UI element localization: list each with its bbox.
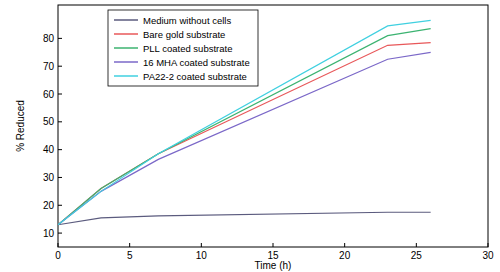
legend-label: Bare gold substrate <box>143 29 225 40</box>
legend-swatch <box>114 61 138 63</box>
x-tick-label: 30 <box>482 250 494 261</box>
x-tick <box>488 243 489 247</box>
x-tick <box>58 243 59 247</box>
y-tick-label: 20 <box>43 200 55 211</box>
legend-swatch <box>114 47 138 49</box>
legend-label: 16 MHA coated substrate <box>143 57 250 68</box>
y-tick-label: 50 <box>43 116 55 127</box>
legend-box <box>108 10 258 86</box>
y-tick <box>58 38 62 39</box>
y-tick <box>58 94 62 95</box>
legend-label: Medium without cells <box>143 15 231 26</box>
x-tick <box>344 243 345 247</box>
y-tick <box>58 149 62 150</box>
series-line <box>58 212 431 225</box>
y-tick-label: 80 <box>43 33 55 44</box>
y-axis-label: % Reduced <box>15 100 26 152</box>
legend-label: PLL coated substrate <box>143 43 232 54</box>
x-axis-label: Time (h) <box>255 260 292 271</box>
x-tick-label: 5 <box>127 250 133 261</box>
x-tick <box>129 243 130 247</box>
y-tick <box>58 205 62 206</box>
y-tick <box>58 177 62 178</box>
x-tick-label: 0 <box>55 250 61 261</box>
y-tick <box>58 233 62 234</box>
plot-frame <box>58 5 488 247</box>
x-tick-label: 10 <box>196 250 208 261</box>
y-tick <box>58 66 62 67</box>
x-tick-label: 25 <box>411 250 423 261</box>
x-tick <box>273 243 274 247</box>
y-tick-label: 10 <box>43 228 55 239</box>
x-tick <box>201 243 202 247</box>
legend-swatch <box>114 19 138 21</box>
x-tick-label: 20 <box>339 250 351 261</box>
legend-swatch <box>114 75 138 77</box>
legend-label: PA22-2 coated substrate <box>143 71 247 82</box>
x-tick <box>416 243 417 247</box>
y-tick-label: 70 <box>43 61 55 72</box>
y-tick <box>58 121 62 122</box>
y-tick-label: 60 <box>43 89 55 100</box>
y-tick-label: 40 <box>43 144 55 155</box>
y-tick-label: 30 <box>43 172 55 183</box>
legend-swatch <box>114 33 138 35</box>
chart: 0510152025301020304050607080Time (h)% Re… <box>0 0 500 272</box>
